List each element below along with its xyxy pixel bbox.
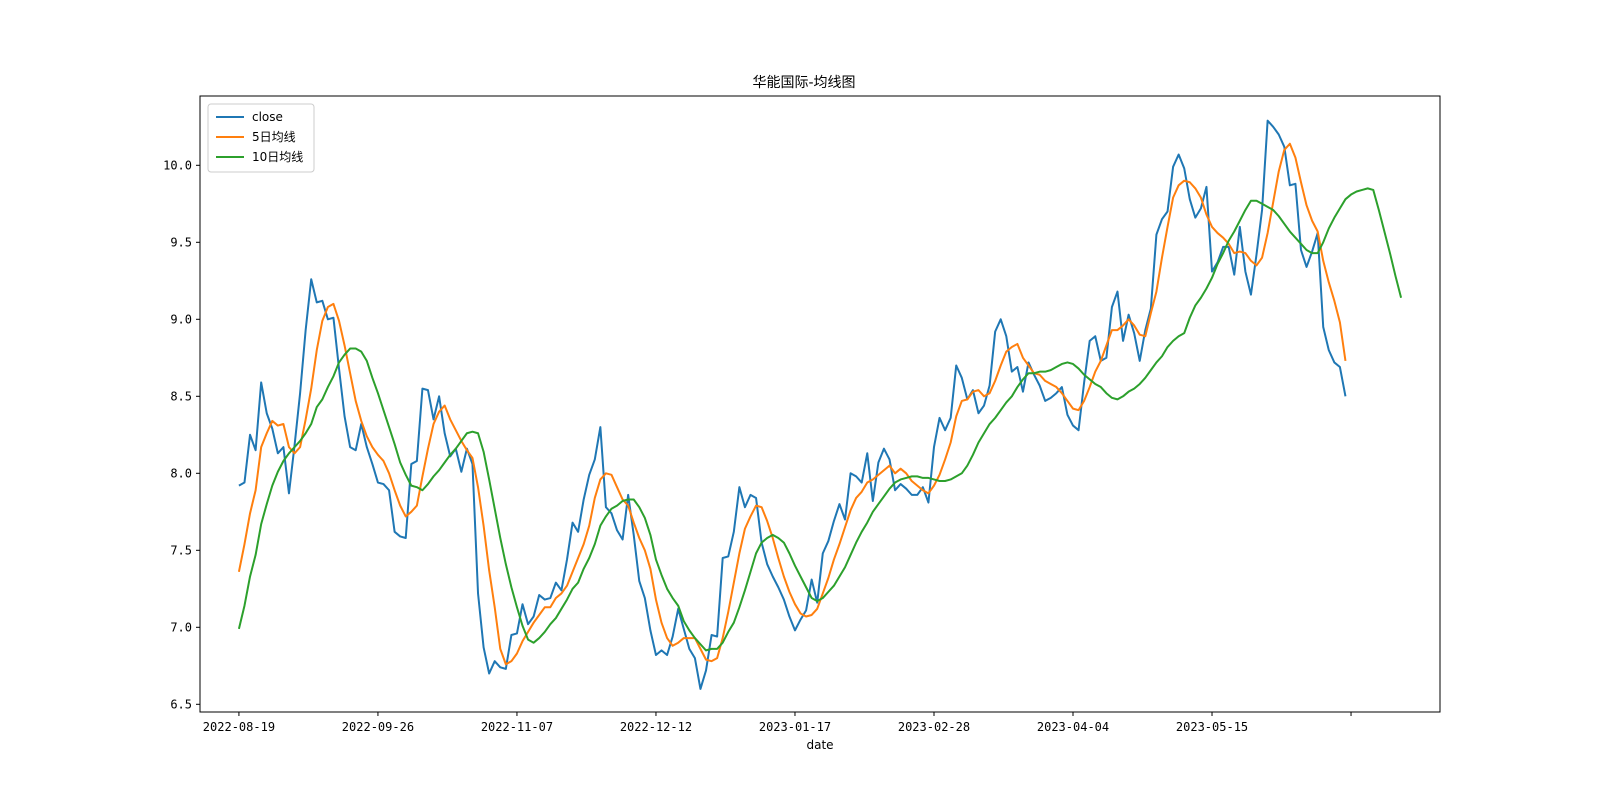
y-axis: 6.5 7.0 7.5 8.0 8.5 9.0 9.5 10.0 [163, 158, 200, 711]
legend-label-0: close [252, 110, 283, 124]
series-line-1 [237, 142, 1347, 666]
x-tick-label: 2022-09-26 [342, 720, 414, 734]
y-tick-label: 9.5 [170, 235, 192, 249]
x-tick-label: 2022-08-19 [203, 720, 275, 734]
x-tick-label: 2023-04-04 [1037, 720, 1109, 734]
plot-area-frame [199, 95, 1441, 713]
y-tick-label: 7.0 [170, 620, 192, 634]
y-tick-label: 10.0 [163, 158, 192, 172]
y-tick-label: 8.5 [170, 389, 192, 403]
chart-title: 华能国际-均线图 [752, 75, 855, 91]
y-tick-label: 9.0 [170, 312, 192, 326]
legend-label-2: 10日均线 [252, 150, 303, 164]
series-line-0 [238, 119, 1347, 690]
x-tick-label: 2023-05-15 [1176, 720, 1248, 734]
y-tick-label: 6.5 [170, 697, 192, 711]
x-tick-label: 2022-12-12 [620, 720, 692, 734]
legend: close 5日均线 10日均线 [207, 103, 315, 173]
x-tick-label: 2023-02-28 [898, 720, 970, 734]
x-axis: 2022-08-19 2022-09-26 2022-11-07 2022-12-12… [203, 712, 1352, 734]
legend-box [207, 103, 315, 173]
series-layer [237, 119, 1403, 690]
y-tick-label: 8.0 [170, 466, 192, 480]
x-tick-label: 2023-01-17 [759, 720, 831, 734]
x-tick-label: 2022-11-07 [481, 720, 553, 734]
y-tick-label: 7.5 [170, 543, 192, 557]
legend-label-1: 5日均线 [252, 130, 296, 144]
series-line-2 [237, 187, 1403, 652]
x-axis-title: date [806, 738, 833, 752]
